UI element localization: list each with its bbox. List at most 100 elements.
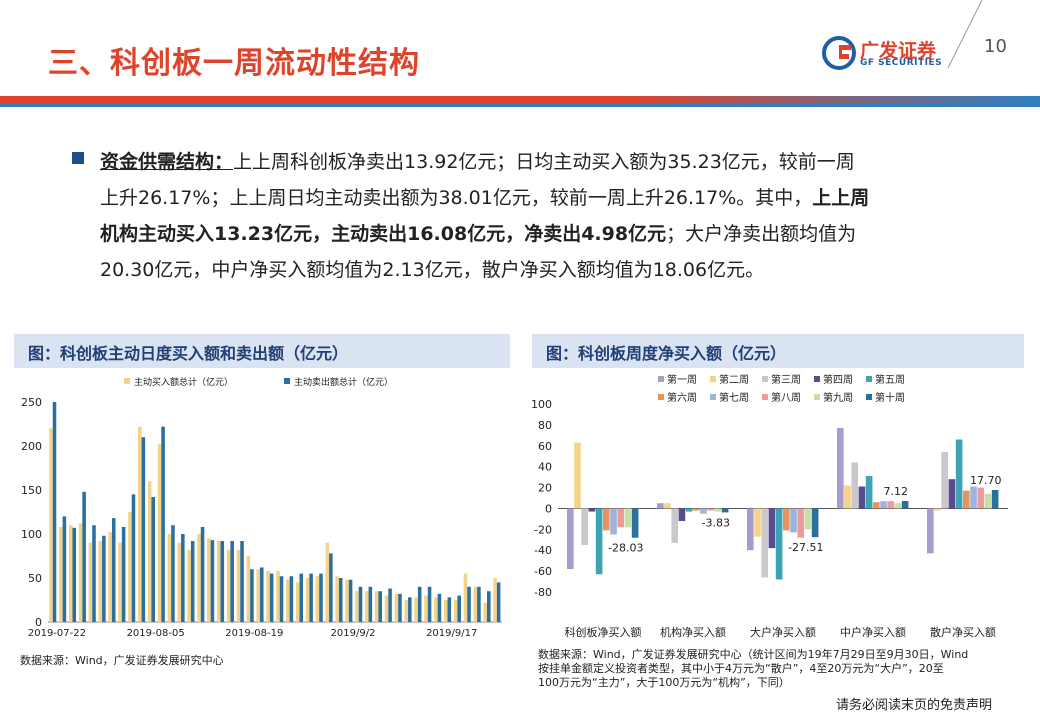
bar-sell [161,426,165,622]
bullet-label: 资金供需结构： [100,151,234,173]
bar-buy [414,597,418,622]
data-label: 7.12 [884,485,909,498]
legend-label: 第二周 [719,373,749,386]
bar-第十周 [991,489,999,509]
y-tick-label: 150 [21,484,42,497]
legend-swatch [814,394,820,400]
x-tick-label: 2019-08-19 [225,628,283,639]
y-tick-label: 200 [21,440,42,453]
category-label: 散户净买入额 [930,625,996,639]
bar-sell [309,573,313,622]
y-tick-label: -80 [534,586,552,599]
bar-buy [335,576,339,622]
bar-sell [348,579,353,622]
bar-sell [269,573,274,622]
bar-sell [427,586,432,622]
x-tick-label: 2019-08-05 [127,628,185,639]
legend-swatch [284,378,290,384]
bar-buy [295,582,300,622]
bar-第三周 [761,508,769,578]
bar-第八周 [887,501,895,509]
data-label: -28.03 [608,542,643,555]
category-label: 中户净买入额 [840,625,906,639]
bar-第二周 [754,508,761,537]
bar-sell [240,541,244,622]
legend-swatch [124,378,130,384]
legend-swatch [658,376,664,382]
bar-sell [82,491,86,622]
legend-swatch [762,376,768,382]
bar-buy [78,523,83,622]
bar-第九周 [894,503,902,509]
y-tick-label: 20 [538,482,552,495]
bar-sell [447,597,452,622]
left-chart-header: 图：科创板主动日度买入额和卖出额（亿元） [14,334,510,368]
weekly-net-buy-chart: -80 -60 -40 -20 0 20 40 60 80 100 -28.03 -3.83 -27.5… [532,373,1008,639]
legend-swatch [762,394,768,400]
bar-sell [181,534,185,622]
bar-第十周 [811,508,819,538]
page-number: 10 [984,36,1007,57]
bar-buy [59,526,63,622]
gf-logo: 广发证券 GF SECURITIES [822,34,972,74]
bar-buy [365,591,369,622]
right-chart-header: 图：科创板周度净买入额（亿元） [532,334,1024,368]
bar-第七周 [880,501,887,509]
y-tick-label: -20 [534,523,552,536]
left-chart-source: 数据来源：Wind，广发证券发展研究中心 [20,654,224,667]
logo-text-en: GF SECURITIES [860,58,943,68]
bar-sell [151,497,155,622]
bar-buy [374,591,379,622]
header: 三、科创板一周流动性结构 广发证券 GF SECURITIES 10 [0,0,1040,107]
category-label: 科创板净买入额 [565,625,642,639]
bar-buy [305,578,310,622]
header-accent-bar [0,96,1040,104]
bar-第九周 [804,508,812,530]
bar-第二周 [934,508,941,511]
y-tick-label: 80 [538,419,552,432]
bar-第一周 [657,503,664,509]
legend-label: 主动卖出额总计（亿元） [294,376,393,388]
bar-第九周 [984,493,992,509]
bar-第三周 [851,462,859,509]
legend-label: 第三周 [771,373,801,386]
legend-label: 第四周 [823,373,853,386]
bar-sell [496,582,501,622]
bar-buy [98,541,103,622]
category-label: 机构净买入额 [660,625,726,639]
bar-sell [259,567,264,622]
x-tick-label: 2019/9/17 [426,628,477,639]
bullet-line3-bold: 机构主动买入13.23亿元，主动卖出16.08亿元，净卖出4.98亿元 [100,223,667,245]
bar-第六周 [693,508,700,511]
bar-buy [493,578,497,622]
legend-label: 第十周 [875,391,905,404]
legend-swatch [866,376,872,382]
bar-sell [368,586,373,622]
right-source-line2: 按挂单金额定义投资者类型，其中小于4万元为“散户”，4至20万元为“大户”，20… [538,662,944,675]
bar-sell [437,593,442,622]
bar-第三周 [941,452,949,509]
bar-第七周 [700,508,707,514]
bar-buy [483,602,487,622]
bar-第三周 [671,508,679,543]
bar-sell [329,553,333,622]
bar-buy [68,525,73,622]
daily-buy-sell-chart: 0 50 100 150 200 250 2019-07-22 2019-08-05 2019-… [21,376,502,639]
data-label: 17.70 [970,474,1002,487]
bar-buy [325,542,330,622]
bar-buy [226,549,231,622]
disclaimer: 请务必阅读末页的免责声明 [836,698,993,713]
y-tick-label: -60 [534,565,552,578]
legend-swatch [866,394,872,400]
y-tick-label: 100 [532,398,552,411]
legend-label: 第七周 [719,391,749,404]
legend-label: 第九周 [823,391,853,404]
bar-sell [398,593,402,622]
bar-buy [345,579,349,622]
legend-label: 第一周 [667,373,697,386]
bullet-line2-bold: 上上周 [812,187,870,209]
y-tick-label: 50 [28,572,42,585]
bar-buy [197,534,201,622]
page-title: 三、科创板一周流动性结构 [48,46,420,81]
bar-sell [279,576,284,622]
